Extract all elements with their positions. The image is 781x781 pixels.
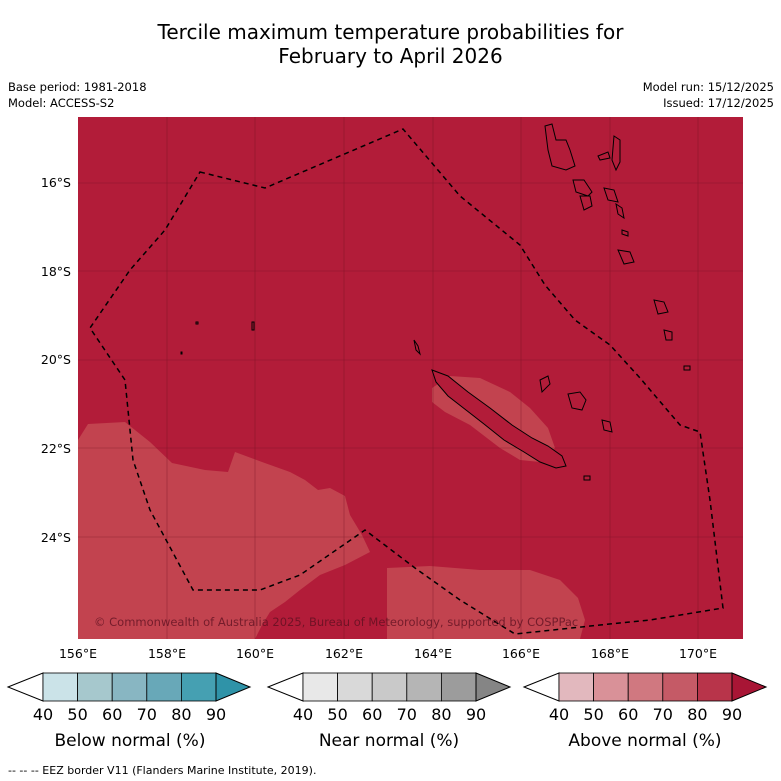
colorbar-segment <box>371 672 408 702</box>
lat-label-18s: 18°S <box>41 264 71 279</box>
colorbar-tick-label: 70 <box>653 705 673 724</box>
colorbar-segment <box>440 672 477 702</box>
lon-label-168e: 168°E <box>591 646 629 661</box>
colorbar-tick-label: 40 <box>33 705 53 724</box>
lat-label-24s: 24°S <box>41 530 71 545</box>
colorbar-segment <box>77 672 113 702</box>
colorbar-segment <box>662 672 698 702</box>
colorbar-extend-right <box>215 672 252 702</box>
lon-label-164e: 164°E <box>414 646 452 661</box>
colorbar-tick-label: 90 <box>206 705 226 724</box>
colorbar-tick-label: 50 <box>327 705 347 724</box>
colorbar-tick-label: 90 <box>722 705 742 724</box>
lat-labels: 16°S 18°S 20°S 22°S 24°S <box>41 175 71 545</box>
lon-label-170e: 170°E <box>679 646 717 661</box>
lon-label-158e: 158°E <box>148 646 186 661</box>
copyright-text: © Commonwealth of Australia 2025, Bureau… <box>94 615 578 629</box>
colorbar-tick-label: 80 <box>687 705 707 724</box>
eez-legend-footer: -- -- -- EEZ border V11 (Flanders Marine… <box>8 764 317 777</box>
model-run: Model run: 15/12/2025 <box>642 80 774 94</box>
prob-region-south <box>387 566 585 639</box>
new-caledonia <box>413 339 613 481</box>
colorbar-segment <box>697 672 733 702</box>
lat-label-16s: 16°S <box>41 175 71 190</box>
colorbar-title-below: Below normal (%) <box>54 731 206 751</box>
colorbar-tick-label: 90 <box>466 705 486 724</box>
colorbar-tick-label: 60 <box>362 705 382 724</box>
colorbar-tick-label: 70 <box>137 705 157 724</box>
colorbar-tick-label: 50 <box>67 705 87 724</box>
colorbar-tick-label: 40 <box>549 705 569 724</box>
colorbar-tick-label: 80 <box>431 705 451 724</box>
colorbar-near: 40 50 60 70 80 90 <box>266 672 512 724</box>
colorbar-segment <box>111 672 148 702</box>
colorbar-segment <box>180 672 217 702</box>
colorbar-extend-right <box>731 672 768 702</box>
lon-labels: 156°E 158°E 160°E 162°E 164°E 166°E 168°… <box>59 646 717 661</box>
colorbar-tick-label: 60 <box>618 705 638 724</box>
colorbar-tick-label: 50 <box>583 705 603 724</box>
map-title: Tercile maximum temperature probabilitie… <box>0 20 781 68</box>
graticule <box>78 117 743 639</box>
meta-left: Base period: 1981-2018 Model: ACCESS-S2 <box>8 79 147 111</box>
small-islands-west <box>180 321 255 355</box>
colorbar-extend-left <box>266 672 304 702</box>
colorbar-segment <box>302 672 338 702</box>
prob-region-southwest <box>78 422 370 639</box>
issued-date: Issued: 17/12/2025 <box>663 96 774 110</box>
colorbar-tick-label: 70 <box>397 705 417 724</box>
colorbar-segment <box>558 672 594 702</box>
colorbar-tick-label: 80 <box>171 705 191 724</box>
lat-label-20s: 20°S <box>41 352 71 367</box>
lon-label-160e: 160°E <box>236 646 274 661</box>
lat-label-22s: 22°S <box>41 441 71 456</box>
lon-label-162e: 162°E <box>325 646 363 661</box>
title-line-1: Tercile maximum temperature probabilitie… <box>157 20 624 44</box>
colorbar-tick-label: 60 <box>102 705 122 724</box>
title-line-2: February to April 2026 <box>278 44 503 68</box>
colorbar-segment <box>593 672 629 702</box>
base-period: Base period: 1981-2018 <box>8 80 147 94</box>
colorbar-segment <box>406 672 442 702</box>
colorbar-title-above: Above normal (%) <box>568 731 722 751</box>
lon-label-156e: 156°E <box>59 646 97 661</box>
colorbar-title-near: Near normal (%) <box>318 731 460 751</box>
colorbar-above: 40 50 60 70 80 90 <box>522 672 768 724</box>
colorbar-segment <box>146 672 182 702</box>
colorbar-extend-left <box>6 672 44 702</box>
colorbar-segment <box>337 672 373 702</box>
eez-border <box>89 128 724 635</box>
colorbar-segment <box>42 672 78 702</box>
colorbar-extend-right <box>475 672 512 702</box>
colorbar-below: 40 50 60 70 80 90 <box>6 672 252 724</box>
colorbar-segment <box>627 672 664 702</box>
colorbar-extend-left <box>522 672 560 702</box>
vanuatu-islands <box>544 123 691 371</box>
lon-label-166e: 166°E <box>502 646 540 661</box>
colorbar-tick-label: 40 <box>293 705 313 724</box>
model-name: Model: ACCESS-S2 <box>8 96 115 110</box>
meta-right: Model run: 15/12/2025 Issued: 17/12/2025 <box>643 79 774 111</box>
